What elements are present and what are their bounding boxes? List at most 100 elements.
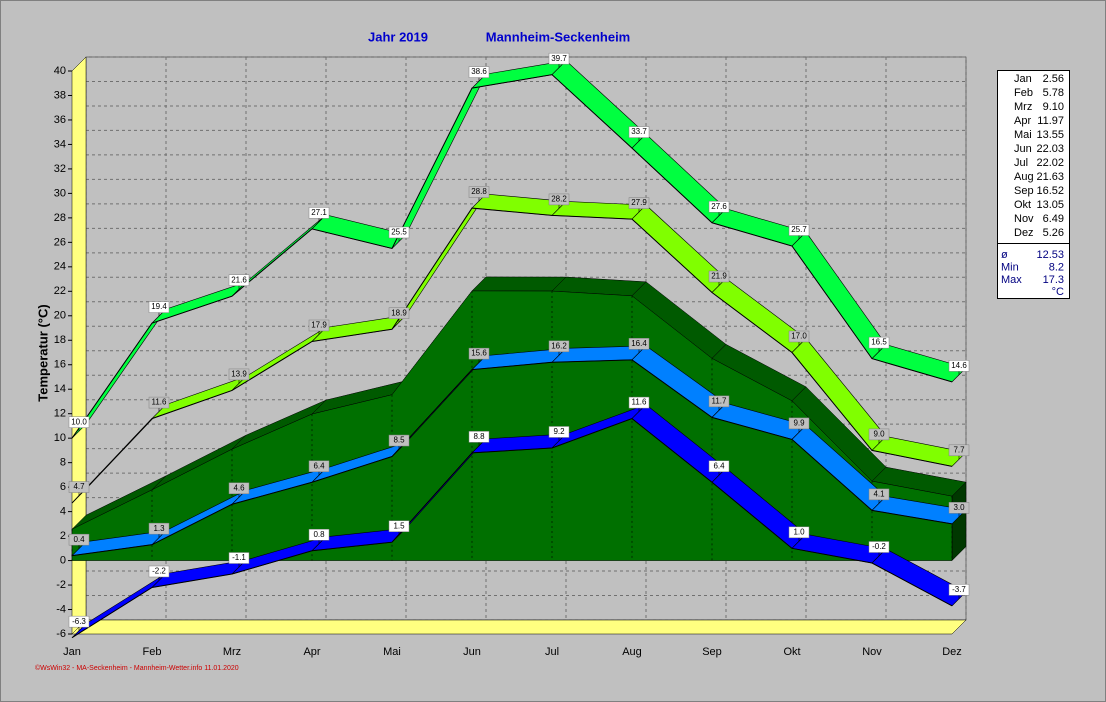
table-value: 5.78 — [1043, 87, 1064, 99]
value-label: 8.5 — [393, 436, 405, 445]
table-month: Sep — [1014, 185, 1034, 197]
value-label: 33.7 — [631, 127, 647, 136]
value-label: -0.2 — [872, 542, 886, 551]
area-top — [471, 276, 567, 292]
value-label: 7.7 — [953, 445, 965, 454]
y-tick-label: 16 — [54, 359, 66, 371]
value-label: 4.6 — [233, 483, 245, 492]
y-tick-label: 6 — [60, 481, 66, 493]
y-tick-label: -4 — [56, 603, 66, 615]
value-label: 16.2 — [551, 341, 567, 350]
x-tick-label: Apr — [303, 646, 320, 658]
value-label: 9.9 — [793, 419, 805, 428]
chart-subtitle: Mannheim-Seckenheim — [486, 29, 631, 44]
table-value: 13.55 — [1036, 129, 1064, 141]
line — [71, 418, 953, 639]
value-label: 1.3 — [153, 524, 165, 533]
x-tick-label: Nov — [862, 646, 882, 658]
x-tick-label: Dez — [942, 646, 962, 658]
value-label: 21.6 — [231, 275, 247, 284]
y-tick-label: 24 — [54, 261, 66, 273]
value-label: 10.0 — [71, 417, 87, 426]
value-label: 6.4 — [313, 461, 325, 470]
y-axis-label: Temperatur (°C) — [35, 304, 50, 401]
line — [71, 207, 953, 504]
value-label: 25.7 — [791, 225, 807, 234]
x-tick-label: Mrz — [223, 646, 241, 658]
value-label: 3.0 — [953, 503, 965, 512]
value-label: 1.0 — [793, 527, 805, 536]
table-value: 5.26 — [1043, 227, 1064, 239]
y-tick-label: 32 — [54, 163, 66, 175]
y-tick-label: 26 — [54, 236, 66, 248]
table-value: 2.56 — [1043, 73, 1064, 85]
footer: ©WsWin32 - MA-Seckenheim - Mannheim-Wett… — [35, 664, 239, 672]
legend-table — [997, 70, 1070, 299]
value-label: -6.3 — [72, 617, 86, 626]
line — [71, 74, 953, 439]
table-value: 16.52 — [1036, 185, 1064, 197]
value-label: 15.6 — [471, 349, 487, 358]
value-label: 4.1 — [873, 489, 885, 498]
table-month: Aug — [1014, 171, 1034, 183]
value-label: 14.6 — [951, 361, 967, 370]
value-label: 28.2 — [551, 195, 567, 204]
value-label: 27.1 — [311, 208, 327, 217]
value-label: 1.5 — [393, 521, 405, 530]
value-label: 19.4 — [151, 302, 167, 311]
table-value: 21.63 — [1036, 171, 1064, 183]
stat-name: Min — [1001, 261, 1019, 273]
value-label: 0.4 — [73, 535, 85, 544]
table-month: Feb — [1014, 87, 1033, 99]
table-month: Mrz — [1014, 101, 1032, 113]
line — [71, 359, 953, 557]
y-tick-label: 18 — [54, 334, 66, 346]
value-label: 11.6 — [152, 398, 168, 407]
stat-value: 17.3 — [1043, 274, 1064, 286]
stat-value: 8.2 — [1049, 261, 1064, 273]
value-label: 11.6 — [632, 398, 648, 407]
y-tick-label: 20 — [54, 310, 66, 322]
table-month: Nov — [1014, 213, 1034, 225]
y-tick-label: 30 — [54, 187, 66, 199]
table-value: 11.97 — [1037, 115, 1064, 127]
x-tick-label: Sep — [702, 646, 722, 658]
stat-name: Max — [1001, 274, 1022, 286]
chart-title: Jahr 2019 — [368, 29, 428, 44]
table-month: Mai — [1014, 129, 1032, 141]
y-tick-label: 0 — [60, 554, 66, 566]
y-tick-label: 12 — [54, 408, 66, 420]
table-value: 22.02 — [1036, 157, 1064, 169]
value-label: 9.0 — [873, 430, 885, 439]
y-tick-label: 34 — [54, 138, 66, 150]
value-label: -2.2 — [152, 567, 166, 576]
y-tick-label: 8 — [60, 457, 66, 469]
table-month: Dez — [1014, 227, 1034, 239]
value-label: 0.8 — [313, 530, 325, 539]
value-label: 8.8 — [473, 432, 485, 441]
y-tick-label: 22 — [54, 285, 66, 297]
table-month: Okt — [1014, 199, 1031, 211]
table-month: Jan — [1014, 73, 1032, 85]
stat-name: ø — [1001, 249, 1008, 261]
y-tick-label: 40 — [54, 65, 66, 77]
table-value: 13.05 — [1036, 199, 1064, 211]
x-tick-label: Okt — [783, 646, 800, 658]
x-tick-label: Mai — [383, 646, 401, 658]
y-tick-label: 14 — [54, 383, 66, 395]
value-label: 39.7 — [551, 54, 567, 63]
value-label: 25.5 — [391, 228, 407, 237]
value-label: 13.9 — [231, 370, 247, 379]
table-value: 22.03 — [1036, 143, 1064, 155]
value-label: 27.6 — [711, 202, 727, 211]
value-label: 18.9 — [391, 308, 407, 317]
floor — [71, 619, 967, 635]
value-label: 17.0 — [791, 332, 807, 341]
value-label: 16.4 — [631, 339, 647, 348]
y-tick-label: 2 — [60, 530, 66, 542]
value-label: 11.7 — [712, 396, 728, 405]
value-label: -1.1 — [232, 553, 246, 562]
x-tick-label: Jan — [63, 646, 81, 658]
value-label: -3.7 — [952, 585, 966, 594]
